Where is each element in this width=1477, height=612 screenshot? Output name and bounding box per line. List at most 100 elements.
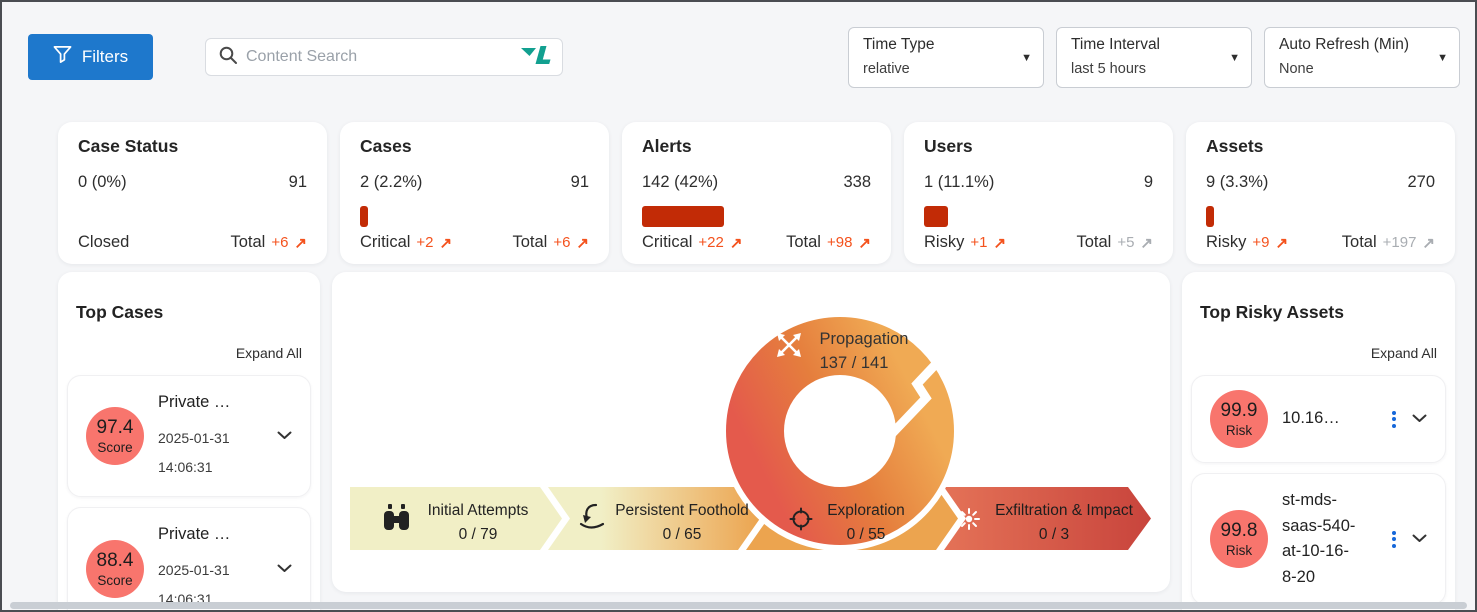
binoculars-icon	[384, 504, 409, 530]
ring-break-arrow	[880, 326, 972, 446]
card-title: Case Status	[78, 136, 179, 156]
case-date: 2025-01-31	[158, 429, 230, 446]
left-label: Critical	[360, 233, 411, 251]
asset-item[interactable]: 99.8 Risk st-mds-saas-540-at-10-16-8-20	[1191, 473, 1446, 606]
auto-refresh-dropdown[interactable]: Auto Refresh (Min) None ▼	[1264, 27, 1460, 88]
total-link[interactable]: Total +197 ↗	[1342, 233, 1435, 252]
horizontal-scrollbar[interactable]	[10, 602, 1467, 609]
risky-link[interactable]: Risky +1 ↗	[924, 233, 1006, 252]
left-delta: +9	[1252, 234, 1270, 251]
trend-up-icon[interactable]: ↗	[1422, 234, 1435, 252]
filters-button[interactable]: Filters	[28, 34, 153, 80]
stage-label: Exfiltration & Impact	[995, 502, 1134, 519]
impact-icon	[958, 508, 980, 530]
case-item[interactable]: 88.4 Score Private … 2025-01-31 14:06:31	[67, 507, 311, 610]
right-value: 91	[570, 173, 589, 191]
top-cases-expand-all[interactable]: Expand All	[235, 345, 302, 361]
left-label: Closed	[78, 233, 130, 251]
time-interval-value: last 5 hours	[1071, 61, 1146, 77]
chevron-down-icon[interactable]	[277, 560, 292, 578]
left-delta: +2	[416, 234, 434, 251]
stage-initial-attempts-shape[interactable]	[350, 487, 562, 550]
stat-card-alerts: Alerts 142 (42%) 338 Critical +22 ↗ Tota…	[622, 122, 891, 264]
right-label: Total	[230, 233, 266, 251]
trend-up-icon[interactable]: ↗	[439, 234, 453, 252]
stage-count: 0 / 55	[847, 526, 886, 543]
total-link[interactable]: Total +98 ↗	[786, 233, 871, 252]
card-title: Users	[924, 136, 973, 156]
risky-link[interactable]: Risky +9 ↗	[1206, 233, 1288, 252]
stage-label: Persistent Foothold	[615, 502, 749, 519]
critical-link[interactable]: Critical +2 ↗	[360, 233, 452, 252]
asset-item[interactable]: 99.9 Risk 10.16…	[1191, 375, 1446, 463]
trend-up-icon[interactable]: ↗	[858, 234, 871, 252]
critical-link[interactable]: Critical +22 ↗	[642, 233, 742, 252]
auto-refresh-label: Auto Refresh (Min)	[1279, 36, 1410, 53]
stage-count: 0 / 79	[459, 526, 498, 543]
chevron-down-icon[interactable]	[277, 427, 292, 445]
content-search	[205, 38, 563, 76]
auto-refresh-value: None	[1279, 61, 1314, 77]
chevron-down-icon[interactable]	[1412, 530, 1427, 548]
total-link[interactable]: Total +6 ↗	[230, 233, 307, 252]
right-value: 9	[1143, 173, 1153, 191]
ratio-bar	[642, 206, 724, 227]
stat-card-users: Users 1 (11.1%) 9 Risky +1 ↗ Total +5 ↗	[904, 122, 1173, 264]
trend-up-icon[interactable]: ↗	[294, 234, 307, 252]
left-delta: +22	[698, 234, 724, 251]
stage-persistent-foothold-shape[interactable]	[548, 487, 760, 550]
left-value: 2 (2.2%)	[360, 173, 423, 191]
right-delta: +197	[1382, 234, 1417, 251]
chevron-down-icon[interactable]	[1412, 410, 1427, 428]
left-label: Risky	[1206, 233, 1247, 251]
funnel-icon	[53, 45, 72, 69]
trend-up-icon[interactable]: ↗	[729, 234, 743, 252]
trend-up-icon[interactable]: ↗	[1275, 234, 1289, 252]
foothold-icon	[579, 503, 605, 529]
stat-card-assets: Assets 9 (3.3%) 270 Risky +9 ↗ Total +19…	[1186, 122, 1455, 264]
asset-risk-label: Risk	[1225, 423, 1253, 438]
shuffle-icon	[777, 333, 801, 357]
case-time: 14:06:31	[158, 458, 213, 475]
target-icon	[789, 507, 813, 531]
caret-down-icon: ▼	[1437, 52, 1448, 64]
time-type-dropdown[interactable]: Time Type relative ▼	[848, 27, 1044, 88]
stage-exfiltration-impact-shape[interactable]	[944, 487, 1151, 550]
kebab-menu-icon[interactable]	[1390, 409, 1398, 430]
top-risky-assets-panel: Top Risky Assets Expand All 99.9 Risk 10…	[1182, 272, 1455, 610]
case-date: 2025-01-31	[158, 561, 230, 578]
case-item[interactable]: 97.4 Score Private … 2025-01-31 14:06:31	[67, 375, 311, 498]
left-label: Risky	[924, 233, 965, 251]
stat-card-cases: Cases 2 (2.2%) 91 Critical +2 ↗ Total +6…	[340, 122, 609, 264]
stage-count: 0 / 65	[663, 526, 702, 543]
ratio-bar	[924, 206, 948, 227]
propagation-count: 137 / 141	[820, 354, 889, 372]
kebab-menu-icon[interactable]	[1390, 529, 1398, 550]
right-delta: +98	[826, 234, 853, 251]
card-title: Cases	[360, 136, 412, 156]
right-label: Total	[512, 233, 548, 251]
stage-label: Exploration	[827, 502, 905, 519]
case-score-label: Score	[97, 440, 133, 456]
trend-up-icon[interactable]: ↗	[993, 234, 1007, 252]
total-link[interactable]: Total +5 ↗	[1076, 233, 1153, 252]
stat-card-case-status: Case Status 0 (0%) 91 Closed Total +6 ↗	[58, 122, 327, 264]
propagation-ring[interactable]	[726, 317, 954, 545]
asset-risk-badge: 99.8 Risk	[1210, 510, 1268, 569]
ratio-bar	[1206, 206, 1214, 227]
time-interval-label: Time Interval	[1071, 36, 1161, 53]
right-value: 270	[1407, 173, 1435, 191]
propagation-label: Propagation	[820, 330, 909, 348]
search-input[interactable]	[246, 48, 512, 66]
case-name: Private …	[158, 393, 231, 411]
caret-down-icon: ▼	[1021, 52, 1032, 64]
card-title: Assets	[1206, 136, 1264, 156]
ratio-bar	[360, 206, 368, 227]
time-interval-dropdown[interactable]: Time Interval last 5 hours ▼	[1056, 27, 1252, 88]
top-risky-assets-expand-all[interactable]: Expand All	[1370, 345, 1437, 361]
left-value: 1 (11.1%)	[924, 173, 995, 191]
asset-name: 10.16…	[1282, 409, 1340, 428]
trend-up-icon[interactable]: ↗	[1140, 234, 1153, 252]
trend-up-icon[interactable]: ↗	[576, 234, 589, 252]
total-link[interactable]: Total +6 ↗	[512, 233, 589, 252]
